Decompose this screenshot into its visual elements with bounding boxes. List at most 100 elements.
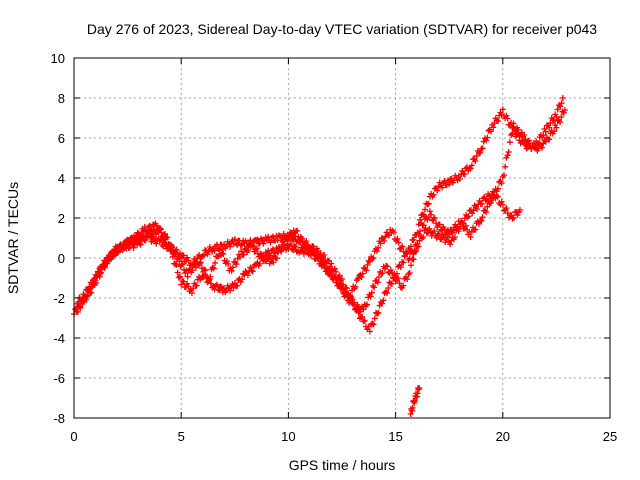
data-point bbox=[172, 249, 179, 256]
data-point bbox=[292, 243, 299, 250]
data-point bbox=[490, 124, 497, 131]
data-point bbox=[514, 212, 521, 219]
y-tick-label: -6 bbox=[53, 371, 65, 386]
data-point bbox=[400, 282, 407, 289]
data-point bbox=[270, 259, 277, 266]
data-point bbox=[156, 238, 163, 245]
x-tick-label: 10 bbox=[281, 429, 295, 444]
data-point bbox=[381, 237, 388, 244]
data-point bbox=[110, 252, 117, 259]
data-point bbox=[281, 241, 288, 248]
data-point bbox=[202, 267, 209, 274]
data-point bbox=[154, 228, 161, 235]
data-point bbox=[459, 219, 466, 226]
data-point bbox=[121, 245, 128, 252]
data-point bbox=[417, 216, 424, 223]
data-point bbox=[465, 213, 472, 220]
data-point bbox=[371, 315, 378, 322]
data-point bbox=[244, 272, 251, 279]
data-point bbox=[212, 259, 219, 266]
data-point bbox=[521, 132, 528, 139]
data-point bbox=[366, 328, 373, 335]
data-point bbox=[389, 269, 396, 276]
data-point bbox=[199, 253, 206, 260]
data-point bbox=[409, 404, 416, 411]
data-point bbox=[217, 283, 224, 290]
data-point bbox=[298, 235, 305, 242]
data-point bbox=[410, 256, 417, 263]
data-point bbox=[395, 275, 402, 282]
y-tick-label: 2 bbox=[58, 211, 65, 226]
data-point bbox=[379, 270, 386, 277]
data-point bbox=[420, 233, 427, 240]
data-point bbox=[542, 128, 549, 135]
data-point bbox=[364, 301, 371, 308]
data-point bbox=[436, 179, 443, 186]
data-point bbox=[331, 265, 338, 272]
data-point bbox=[509, 130, 516, 137]
data-point bbox=[223, 258, 230, 265]
data-point bbox=[86, 284, 93, 291]
data-point bbox=[148, 226, 155, 233]
data-point bbox=[333, 279, 340, 286]
data-point bbox=[554, 106, 561, 113]
data-point bbox=[370, 254, 377, 261]
data-point bbox=[539, 144, 546, 151]
data-point bbox=[153, 240, 160, 247]
data-point bbox=[247, 264, 254, 271]
data-point bbox=[136, 240, 143, 247]
data-point bbox=[371, 284, 378, 291]
data-point bbox=[294, 227, 301, 234]
y-axis-title: SDTVAR / TECUs bbox=[5, 182, 21, 294]
data-point bbox=[369, 320, 376, 327]
data-point bbox=[323, 266, 330, 273]
data-point bbox=[493, 192, 500, 199]
data-points bbox=[71, 95, 568, 417]
data-point bbox=[95, 272, 102, 279]
data-point bbox=[483, 209, 490, 216]
data-point bbox=[388, 280, 395, 287]
data-point bbox=[328, 260, 335, 267]
data-point bbox=[238, 248, 245, 255]
data-point bbox=[327, 268, 334, 275]
data-point bbox=[377, 240, 384, 247]
data-point bbox=[173, 261, 180, 268]
data-point bbox=[103, 260, 110, 267]
data-point bbox=[280, 230, 287, 237]
data-point bbox=[506, 139, 513, 146]
data-point bbox=[89, 281, 96, 288]
data-point bbox=[228, 267, 235, 274]
data-point bbox=[436, 231, 443, 238]
data-point bbox=[483, 137, 490, 144]
data-point bbox=[352, 306, 359, 313]
data-point bbox=[467, 233, 474, 240]
data-point bbox=[415, 243, 422, 250]
data-point bbox=[269, 246, 276, 253]
data-point bbox=[81, 292, 88, 299]
data-point bbox=[397, 264, 404, 271]
y-tick-label: 6 bbox=[58, 131, 65, 146]
data-point bbox=[558, 114, 565, 121]
x-axis-title: GPS time / hours bbox=[289, 457, 396, 473]
data-point bbox=[245, 247, 252, 254]
data-point bbox=[79, 296, 86, 303]
data-point bbox=[476, 197, 483, 204]
y-tick-label: -2 bbox=[53, 291, 65, 306]
data-point bbox=[425, 200, 432, 207]
data-point bbox=[172, 260, 179, 267]
data-point bbox=[347, 293, 354, 300]
data-point bbox=[115, 247, 122, 254]
data-point bbox=[474, 205, 481, 212]
data-point bbox=[504, 152, 511, 159]
data-point bbox=[498, 198, 505, 205]
data-point bbox=[178, 261, 185, 268]
data-point bbox=[197, 259, 204, 266]
data-point bbox=[455, 228, 462, 235]
data-point bbox=[248, 240, 255, 247]
data-point bbox=[153, 222, 160, 229]
data-point bbox=[339, 284, 346, 291]
data-point bbox=[174, 269, 181, 276]
data-point bbox=[142, 236, 149, 243]
data-point bbox=[176, 258, 183, 265]
